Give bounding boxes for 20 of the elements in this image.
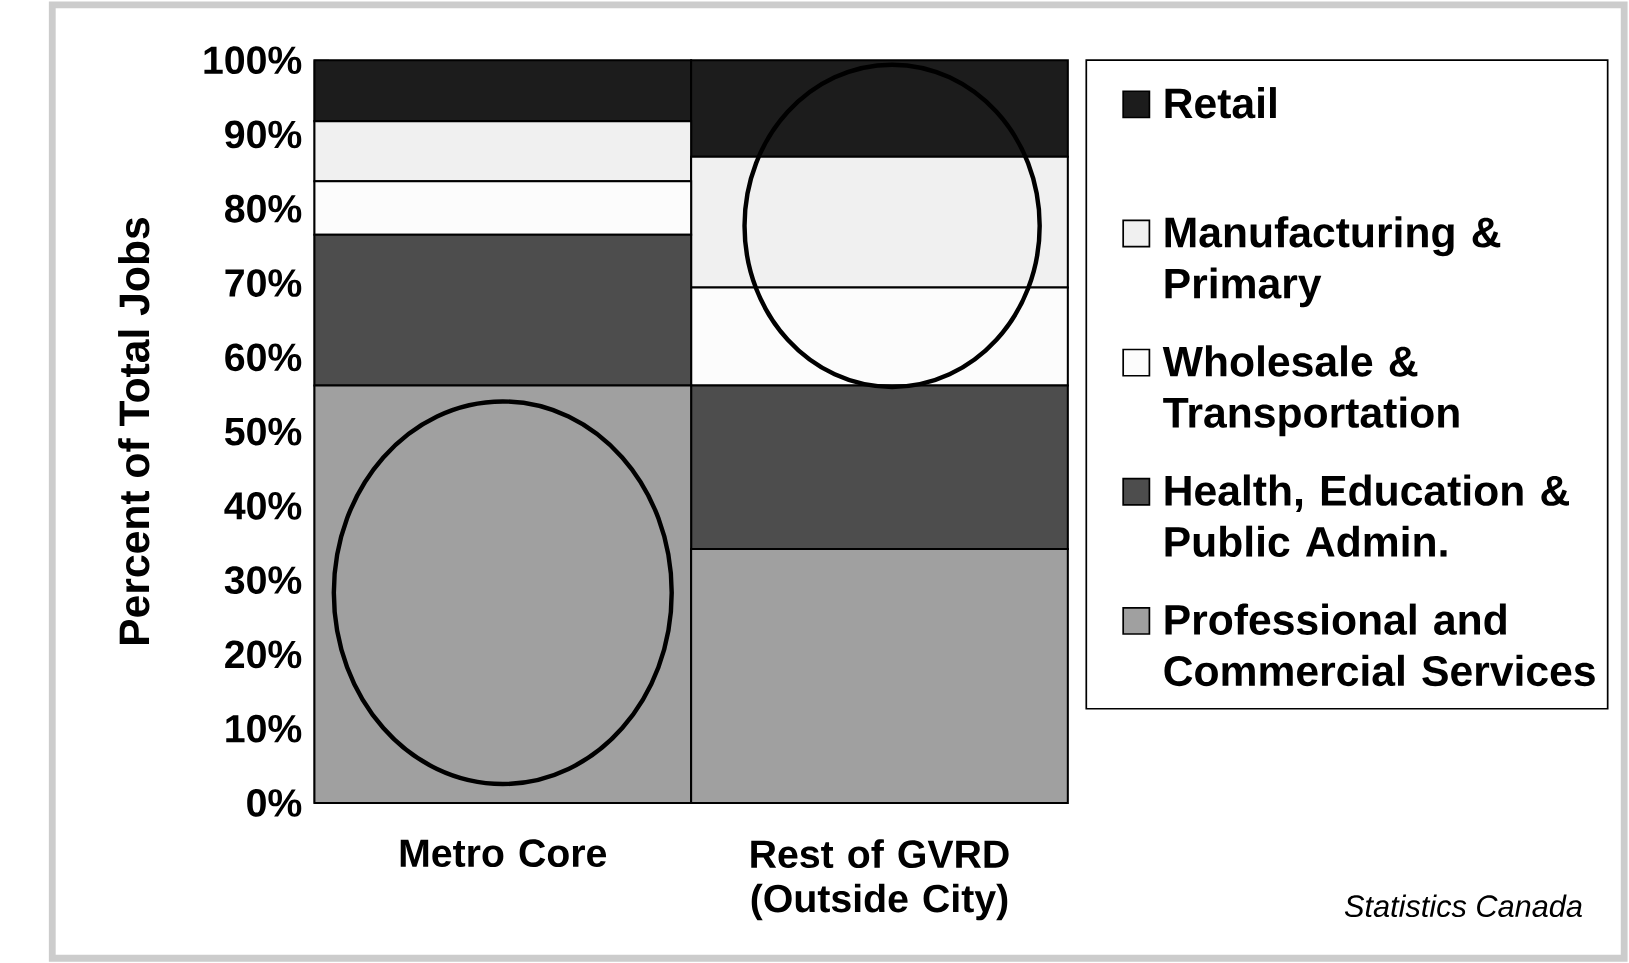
legend-label: Professional and Commercial Services <box>1164 603 1595 687</box>
y-tick-label: 80% <box>225 194 302 223</box>
y-tick-label: 60% <box>225 343 302 372</box>
legend-label: Retail <box>1165 87 1276 119</box>
y-tick-label: 0% <box>247 788 302 817</box>
y-tick-label: 10% <box>226 714 302 743</box>
y-tick-label: 70% <box>225 269 302 297</box>
y-tick-label: 30% <box>224 566 302 594</box>
legend-label: Wholesale & Transportation <box>1162 345 1459 437</box>
y-tick-label: 100% <box>204 46 302 75</box>
y-tick-label: 40% <box>224 491 302 520</box>
x-tick-label: Metro Core <box>400 839 607 867</box>
x-tick-label: Rest of GVRD (Outside City) <box>751 839 1009 921</box>
y-tick-label: 20% <box>225 640 302 669</box>
y-axis-title: Percent of Total Jobs <box>118 217 150 644</box>
y-tick-label: 90% <box>225 120 302 149</box>
text: Statistics Canada <box>1344 894 1582 918</box>
legend-label: Health, Education & Public Admin. <box>1165 474 1569 557</box>
legend-label: Manufacturing & Primary <box>1165 216 1501 308</box>
y-tick-label: 50% <box>225 417 302 446</box>
